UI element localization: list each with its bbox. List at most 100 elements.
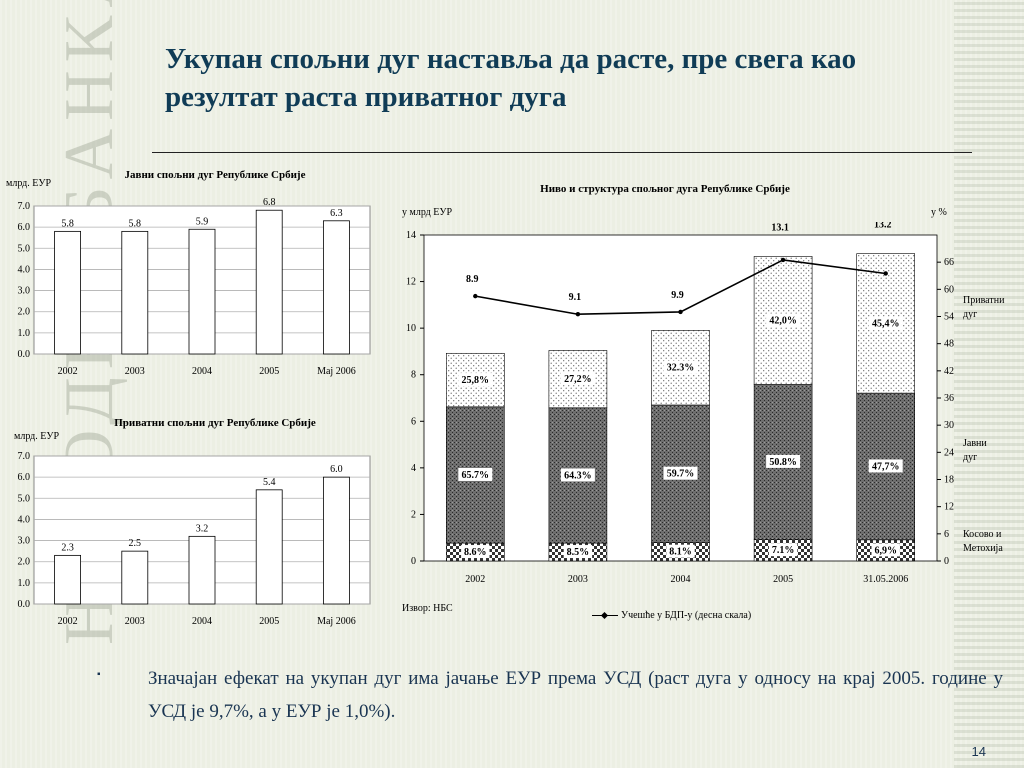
public-debt-ytick-label: 4.0 [18, 264, 31, 275]
structure-data-label-bg [663, 360, 698, 374]
structure-data-label-bg [768, 543, 798, 557]
public-debt-bar [188, 228, 216, 355]
private-debt-unit: млрд. ЕУР [14, 431, 60, 442]
private-debt-xtick-label: 2005 [259, 616, 279, 627]
private-debt-data-label: 2.5 [129, 538, 142, 549]
legend-private-label: Приватни дуг [963, 295, 1005, 320]
public-debt-chart-title: Јавни спољни дуг Републике Србије [124, 169, 306, 181]
private-debt-ytick-label: 2.0 [18, 557, 31, 568]
private-debt-ytick-label: 7.0 [18, 451, 31, 462]
public-debt-data-label: 6.8 [263, 197, 276, 208]
structure-ytick-label: 12 [406, 277, 416, 288]
structure-y2tick-label: 54 [944, 312, 954, 323]
public-debt-ytick-label: 3.0 [18, 286, 31, 297]
structure-y2tick-label: 48 [944, 339, 954, 350]
legend-public-label: Јавни дуг [963, 438, 987, 463]
structure-data-label-private: 45,4% [872, 318, 900, 329]
structure-data-label-bg [458, 467, 493, 481]
structure-gdp-point [678, 309, 683, 315]
source-note: Извор: НБС [402, 603, 453, 614]
public-debt-data-label: 6.3 [330, 208, 343, 219]
private-debt-data-label: 6.0 [330, 464, 343, 475]
structure-total-label: 9.9 [671, 290, 684, 301]
structure-data-label-bg [766, 454, 801, 468]
public-debt-chart: 0.0 1.0 2.0 3.0 4.0 5.0 6.0 7.0 5.8 2002 5.8 2003 5.… [18, 197, 371, 377]
private-debt-bar [121, 550, 149, 605]
structure-y2tick-label: 18 [944, 475, 954, 486]
private-debt-xtick-label: 2004 [192, 616, 212, 627]
public-debt-bar [255, 209, 283, 355]
public-debt-ytick-label: 1.0 [18, 328, 31, 339]
structure-data-label-kosovo: 8.6% [464, 547, 487, 558]
structure-ytick-label: 2 [411, 509, 416, 520]
public-debt-xtick-label: 2002 [58, 366, 78, 377]
structure-data-label-public: 59.7% [667, 469, 695, 480]
structure-ytick-label: 10 [406, 323, 416, 334]
legend-kosovo-label: Косово и Метохија [963, 529, 1003, 554]
structure-chart-title: Ниво и структура спољног дуга Републике … [540, 183, 790, 195]
structure-gdp-point [780, 257, 786, 263]
structure-data-label-bg [666, 544, 695, 558]
structure-y2tick-label: 6 [944, 529, 949, 540]
structure-ytick-label: 4 [411, 463, 416, 474]
structure-data-label-public: 50.8% [769, 457, 797, 468]
private-debt-bar [255, 489, 283, 605]
structure-y2tick-label: 42 [944, 366, 954, 377]
private-debt-chart: 0.0 1.0 2.0 3.0 4.0 5.0 6.0 7.0 2.3 2002 2.5 2003 3.… [18, 451, 371, 627]
public-debt-ytick-label: 6.0 [18, 222, 31, 233]
structure-xtick-label: 31.05.2006 [863, 574, 908, 585]
structure-data-label-kosovo: 8.1% [669, 547, 692, 558]
structure-ytick-label: 0 [411, 556, 416, 567]
public-debt-ytick-label: 0.0 [18, 349, 31, 360]
structure-data-label-kosovo: 8.5% [567, 547, 590, 558]
structure-xtick-label: 2003 [568, 574, 588, 585]
structure-data-label-bg [458, 373, 493, 387]
public-debt-xtick-label: Мај 2006 [317, 366, 356, 377]
public-debt-bar [121, 230, 149, 355]
structure-y2tick-label: 60 [944, 284, 954, 295]
structure-xtick-label: 2002 [465, 574, 485, 585]
structure-data-label-bg [663, 466, 698, 480]
structure-data-label-bg [868, 459, 903, 473]
structure-data-label-bg [560, 372, 595, 386]
line-legend-label: Учешће у БДП-у (десна скала) [621, 610, 752, 621]
private-debt-xtick-label: 2003 [125, 616, 145, 627]
structure-total-label: 13.2 [874, 222, 892, 231]
public-debt-data-label: 5.9 [196, 216, 209, 227]
private-debt-ytick-label: 3.0 [18, 536, 31, 547]
structure-data-label-bg [871, 543, 900, 557]
private-debt-data-label: 2.3 [61, 542, 74, 553]
structure-bar-private [445, 352, 505, 408]
title-divider [152, 152, 972, 153]
structure-gdp-point [883, 271, 888, 276]
page-title: Укупан спољни дуг наставља да расте, пре… [165, 43, 857, 113]
private-debt-ytick-label: 4.0 [18, 514, 31, 525]
structure-data-label-kosovo: 6,9% [874, 545, 897, 556]
private-debt-ytick-label: 0.0 [18, 599, 31, 610]
structure-y2tick-label: 12 [944, 502, 954, 513]
structure-gdp-point [575, 312, 581, 317]
structure-y2tick-label: 36 [944, 393, 954, 404]
structure-data-label-private: 32.3% [667, 363, 695, 374]
public-debt-unit: млрд. ЕУР [6, 178, 52, 189]
public-debt-data-label: 5.8 [129, 218, 142, 229]
structure-data-label-bg [868, 316, 903, 330]
private-debt-ytick-label: 6.0 [18, 472, 31, 483]
bullet-marker: ▪ [97, 669, 101, 680]
structure-data-label-kosovo: 7.1% [772, 545, 795, 556]
private-debt-chart-title: Приватни спољни дуг Републике Србије [114, 417, 316, 429]
structure-chart: 0246810121406121824303642485460668.6%65.… [406, 222, 954, 585]
structure-right-unit: у % [931, 207, 947, 218]
structure-data-label-bg [560, 468, 595, 482]
structure-data-label-private: 27,2% [564, 374, 592, 385]
structure-left-unit: у млрд ЕУР [402, 207, 453, 218]
private-debt-xtick-label: Мај 2006 [317, 616, 356, 627]
structure-data-label-public: 64.3% [564, 470, 592, 481]
bullet-text: Значајан ефекат на укупан дуг има јачање… [148, 668, 1003, 722]
private-debt-ytick-label: 5.0 [18, 493, 31, 504]
structure-data-label-private: 25,8% [462, 375, 490, 386]
private-debt-bar [54, 554, 81, 605]
private-debt-bar [322, 476, 350, 605]
public-debt-bar [322, 220, 350, 355]
private-debt-bar [188, 535, 216, 605]
